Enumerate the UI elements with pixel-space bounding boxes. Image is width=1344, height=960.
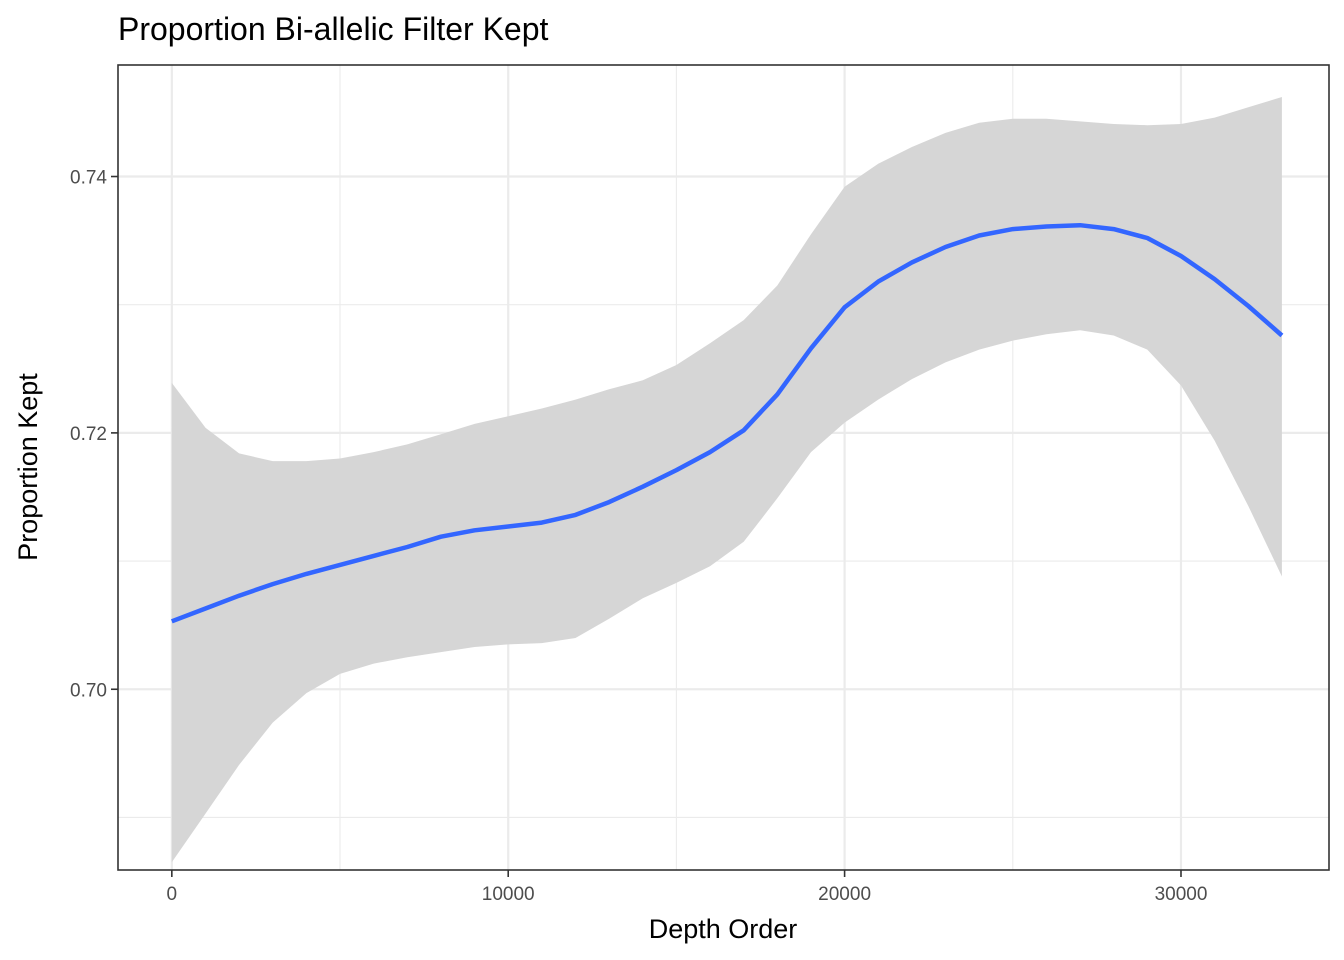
y-tick-label: 0.72 [70,424,107,445]
x-tick-label: 20000 [818,884,871,905]
x-tick-label: 0 [167,884,178,905]
smooth-trend-line [171,222,1284,624]
x-axis-title: Depth Order [649,914,798,944]
x-axis: 0 10000 20000 30000 [167,870,1208,905]
y-tick-label: 0.70 [70,680,107,701]
confidence-band [171,97,1282,863]
x-tick-label: 30000 [1155,884,1208,905]
chart-title: Proportion Bi-allelic Filter Kept [118,11,549,47]
y-axis-title: Proportion Kept [13,373,43,561]
y-axis: 0.70 0.72 0.74 [70,168,118,701]
panel-border [117,64,1330,871]
y-tick-label: 0.74 [70,168,107,189]
x-tick-label: 10000 [482,884,535,905]
